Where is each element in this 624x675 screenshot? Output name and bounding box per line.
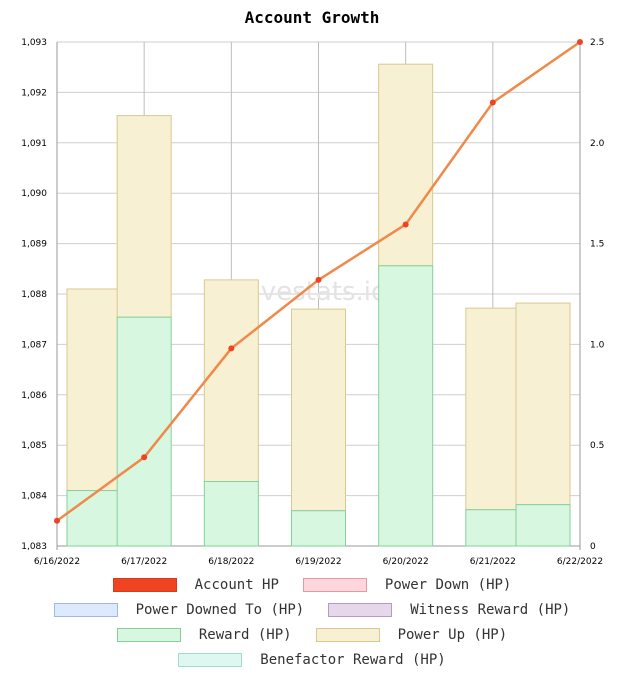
legend-label-power-down: Power Down (HP)	[384, 576, 512, 593]
left-tick-label: 1,093	[21, 38, 47, 48]
legend-label-benefactor-reward: Benefactor Reward (HP)	[260, 651, 446, 668]
right-tick-label: 0	[590, 542, 596, 552]
legend-row: Power Downed To (HP) Witness Reward (HP)	[0, 597, 624, 622]
legend-item-benefactor-reward[interactable]: Benefactor Reward (HP)	[178, 651, 446, 668]
right-tick-label: 2.5	[590, 38, 604, 48]
account-hp-point	[228, 345, 235, 352]
watermark: hivestats.io	[237, 277, 387, 307]
account-hp-point	[141, 454, 148, 461]
reward-bar	[465, 509, 521, 547]
x-tick-label: 6/16/2022	[34, 557, 80, 567]
left-tick-label: 1,085	[21, 441, 47, 451]
legend-row: Reward (HP) Power Up (HP)	[0, 622, 624, 647]
right-tick-label: 2.0	[590, 139, 605, 149]
legend-item-account-hp[interactable]: Account HP	[112, 576, 279, 593]
left-axis-ticks: 1,083 1,084 1,085 1,086 1,087 1,088 1,089 1,090…	[21, 38, 47, 552]
legend-swatch-benefactor-reward	[178, 652, 243, 667]
x-tick-label: 6/20/2022	[383, 557, 429, 567]
legend-swatch-witness-reward	[328, 602, 393, 617]
power-up-bar	[515, 302, 571, 506]
power-up-bar	[203, 279, 259, 482]
x-tick-label: 6/21/2022	[470, 557, 516, 567]
left-tick-label: 1,084	[21, 492, 47, 502]
legend-item-power-down[interactable]: Power Down (HP)	[302, 576, 512, 593]
left-tick-label: 1,092	[21, 88, 47, 98]
legend-item-power-up[interactable]: Power Up (HP)	[315, 626, 508, 643]
legend-swatch-account-hp	[112, 577, 177, 592]
account-hp-point	[489, 99, 496, 106]
left-tick-label: 1,090	[21, 189, 47, 199]
x-axis-ticks: 6/16/2022 6/17/2022 6/18/2022 6/19/2022 6/20…	[34, 557, 603, 567]
power-up-bar	[465, 307, 521, 511]
legend-swatch-power-up	[315, 627, 380, 642]
legend-item-witness-reward[interactable]: Witness Reward (HP)	[328, 602, 570, 618]
x-tick-label: 6/17/2022	[121, 557, 167, 567]
reward-bar	[515, 504, 571, 547]
account-growth-chart: Account Growth hivestats.io 1,0831,0841,…	[21, 8, 605, 567]
power-up-bar	[291, 308, 346, 512]
reward-bar	[66, 490, 122, 547]
reward-bar	[378, 265, 434, 547]
power-up-bar	[116, 115, 172, 318]
legend-label-account-hp: Account HP	[194, 576, 279, 593]
legend-label-power-up: Power Up (HP)	[397, 626, 508, 643]
left-tick-label: 1,089	[21, 240, 47, 250]
left-tick-label: 1,091	[21, 139, 47, 149]
right-axis-ticks: 0 0.5 1.0 1.5 2.0 2.5	[590, 38, 605, 552]
right-tick-label: 0.5	[590, 441, 604, 451]
account-hp-point	[315, 276, 322, 283]
reward-bar	[291, 510, 346, 547]
account-hp-point	[577, 39, 583, 45]
legend-item-power-downed-to[interactable]: Power Downed To (HP)	[53, 601, 305, 618]
right-tick-label: 1.0	[590, 340, 605, 350]
chart-title: Account Growth	[245, 8, 380, 27]
legend-label-power-downed-to: Power Downed To (HP)	[135, 601, 305, 618]
right-tick-label: 1.5	[590, 240, 604, 250]
x-tick-label: 6/19/2022	[295, 557, 341, 567]
legend-row: Benefactor Reward (HP)	[0, 647, 624, 672]
legend: Account HP Power Down (HP) Power Downed …	[0, 572, 624, 672]
account-hp-point	[402, 221, 409, 228]
legend-item-reward[interactable]: Reward (HP)	[116, 626, 292, 643]
left-tick-label: 1,083	[21, 542, 47, 552]
left-tick-label: 1,088	[21, 290, 47, 300]
account-hp-point	[54, 517, 60, 524]
power-up-bar	[378, 63, 434, 267]
legend-swatch-power-downed-to	[53, 602, 118, 617]
legend-swatch-power-down	[302, 577, 367, 592]
legend-label-witness-reward: Witness Reward (HP)	[410, 601, 571, 618]
x-tick-label: 6/22/2022	[557, 557, 603, 567]
power-up-bar	[66, 288, 122, 492]
reward-bar	[116, 316, 172, 547]
x-tick-label: 6/18/2022	[208, 557, 254, 567]
left-tick-label: 1,086	[21, 391, 47, 401]
bar-marks	[66, 63, 571, 547]
legend-row: Account HP Power Down (HP)	[0, 572, 624, 597]
reward-bar	[203, 480, 259, 547]
left-tick-label: 1,087	[21, 340, 47, 350]
legend-swatch-reward	[116, 627, 181, 642]
line-marks	[54, 39, 583, 524]
legend-label-reward: Reward (HP)	[198, 626, 292, 643]
